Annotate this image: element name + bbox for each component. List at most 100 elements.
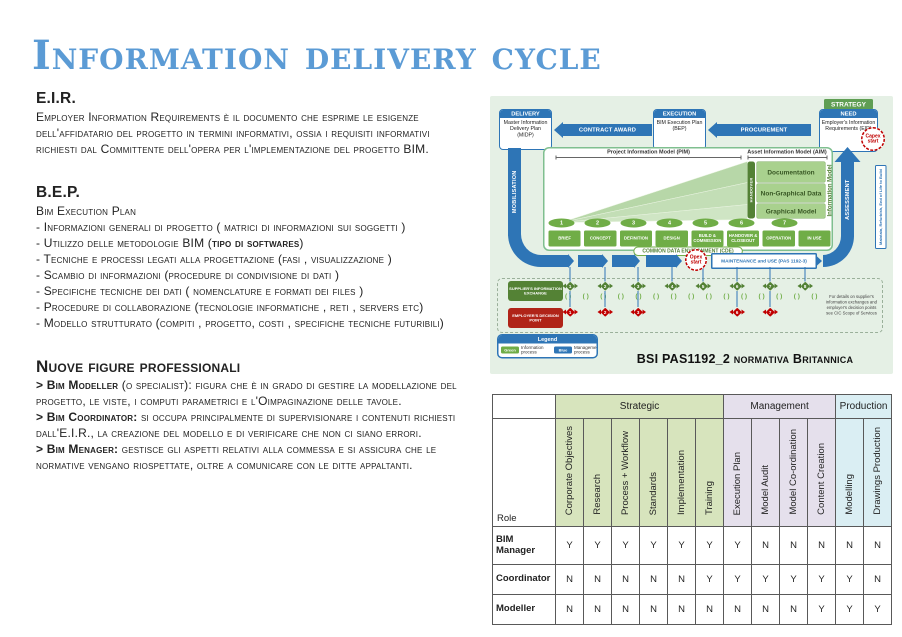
column-header: Standards (639, 418, 668, 527)
table-cell: Y (807, 564, 837, 595)
stage-number-oval: 1 (548, 218, 575, 228)
mobilisation-bar: MOBILISATION (508, 148, 521, 236)
stage-row: BRIEF CONCEPT DEFINITION DESIGN BUILD & COMM… (548, 230, 831, 247)
table-cell: N (611, 564, 640, 595)
cic-note: For details on supplier's information ex… (825, 294, 878, 316)
supplier-information-exchange-label: SUPPLIER'S INFORMATION EXCHANGE (508, 281, 563, 301)
right-arrow-icon (676, 283, 680, 289)
right-arrow-icon (774, 309, 778, 315)
contract-award-arrow: CONTRACT AWARD (563, 124, 652, 136)
diagram-caption: BSI PAS1192_2 normativa Britannica (636, 352, 854, 366)
assessment-label: ASSESSMENT (844, 179, 851, 220)
mobilisation-label: MOBILISATION (511, 170, 518, 214)
iteration-icon: ( ) (582, 292, 589, 300)
table-row: Modeller N N N N N N N N N Y Y Y (492, 594, 893, 625)
aim-bracket (747, 155, 828, 160)
corner-cell (492, 394, 556, 419)
left-arrow-icon (562, 309, 566, 315)
table-cell: N (751, 594, 781, 625)
role-column-header: Role (492, 418, 556, 527)
page-title: Information delivery cycle (32, 32, 602, 79)
iteration-icon: ( ) (565, 292, 572, 300)
row-label: Modeller (492, 594, 556, 625)
table-cell: Y (835, 594, 865, 625)
connector-line (671, 267, 673, 282)
iteration-icon: ( ) (688, 292, 695, 300)
execution-header: EXECUTION (654, 110, 705, 118)
stage-box: DEFINITION (619, 230, 653, 247)
iteration-icon: ( ) (652, 292, 660, 300)
left-arrow-icon (729, 309, 733, 315)
left-arrow-icon (729, 283, 733, 289)
left-arrow-icon (597, 309, 601, 315)
assessment-bar: ASSESSMENT (841, 162, 854, 237)
table-cell: Y (835, 564, 865, 595)
bep-item: - Specifiche tecniche dei dati ( nomencl… (36, 284, 364, 298)
figures-heading: Nuove figure professionali (36, 357, 241, 376)
employer-decision-point: 3 (626, 307, 650, 317)
table-cell: Y (583, 526, 612, 565)
stage-number-oval: 3 (620, 218, 647, 228)
table-row: BIM Manager Y Y Y Y Y Y Y N N N N N (492, 526, 893, 565)
table-cell: N (555, 564, 584, 595)
table-cell: Y (751, 564, 781, 595)
connector-line (736, 267, 738, 282)
blue-chip-icon: Blue (554, 346, 572, 354)
strategy-badge: STRATEGY (824, 99, 873, 110)
iteration-row: ( ) ( ) ( ) ( ) ( ) ( ) ( ) ( ) ( ) ( ) ( ) ( ) ( ) (… (565, 292, 818, 302)
table-cell: N (835, 526, 865, 565)
table-cell: N (583, 594, 612, 625)
table-cell: N (694, 594, 725, 625)
table-cell: Y (667, 526, 696, 565)
right-arrow-icon (609, 309, 613, 315)
iteration-icon: ( ) (793, 292, 800, 300)
table-cell: N (779, 526, 809, 565)
table-cell: Y (639, 526, 668, 565)
connector-line (736, 291, 738, 307)
eir-heading: E.I.R. (36, 90, 76, 107)
connector-line (804, 267, 806, 282)
supplier-exchange-point: 2 (593, 281, 617, 291)
table-cell: N (863, 526, 893, 565)
capex-start-marker: Capex start (861, 127, 885, 151)
column-header: Research (583, 418, 612, 527)
stage-box: DESIGN (655, 230, 688, 247)
supplier-exchange-point: 6 (725, 281, 749, 291)
model-growth-fan (561, 161, 748, 223)
connector-line (637, 267, 639, 282)
left-arrow-icon (695, 283, 699, 289)
handover-label: HANDOVER (749, 177, 754, 203)
need-body: Employer's Information Requirements (EIR… (821, 119, 876, 132)
table-cell: N (751, 526, 781, 565)
aim-label: Asset Information Model (AIM) (747, 149, 827, 155)
iteration-icon: ( ) (600, 292, 607, 300)
connector-line (702, 267, 704, 282)
column-header: Model Co-ordination (779, 418, 809, 527)
connector-line (769, 267, 771, 282)
connector-line (637, 291, 639, 307)
employer-decision-point: 1 (558, 307, 582, 317)
column-header: Process + Workflow (611, 418, 640, 527)
maintain-refurbish-box: Maintain, Refurbish, End of Life to Buil… (875, 165, 887, 249)
left-arrow-icon (762, 283, 766, 289)
iteration-icon: ( ) (705, 292, 712, 300)
employer-decision-point: 7 (758, 307, 782, 317)
table-cell: N (723, 594, 753, 625)
table-cell: Y (807, 594, 837, 625)
iteration-icon: ( ) (617, 292, 624, 300)
iteration-icon: ( ) (811, 292, 818, 300)
table-cell: Y (723, 526, 753, 565)
assessment-curve (823, 234, 854, 267)
right-arrow-icon (642, 283, 646, 289)
connector-line (769, 291, 771, 307)
legend-title: Legend (498, 335, 597, 344)
right-arrow-icon (809, 283, 813, 289)
column-group-header: Strategic (554, 394, 725, 419)
green-chip-icon: Green (501, 346, 519, 354)
column-header: Implementation (667, 418, 696, 527)
iteration-icon: ( ) (758, 292, 765, 300)
pas1192-diagram: STRATEGY DELIVERY Master Information Del… (490, 96, 893, 374)
column-header: Training (694, 418, 725, 527)
delivery-body: Master Information Delivery Plan (MIDP) (503, 119, 548, 138)
assessment-arrowhead (834, 147, 861, 162)
